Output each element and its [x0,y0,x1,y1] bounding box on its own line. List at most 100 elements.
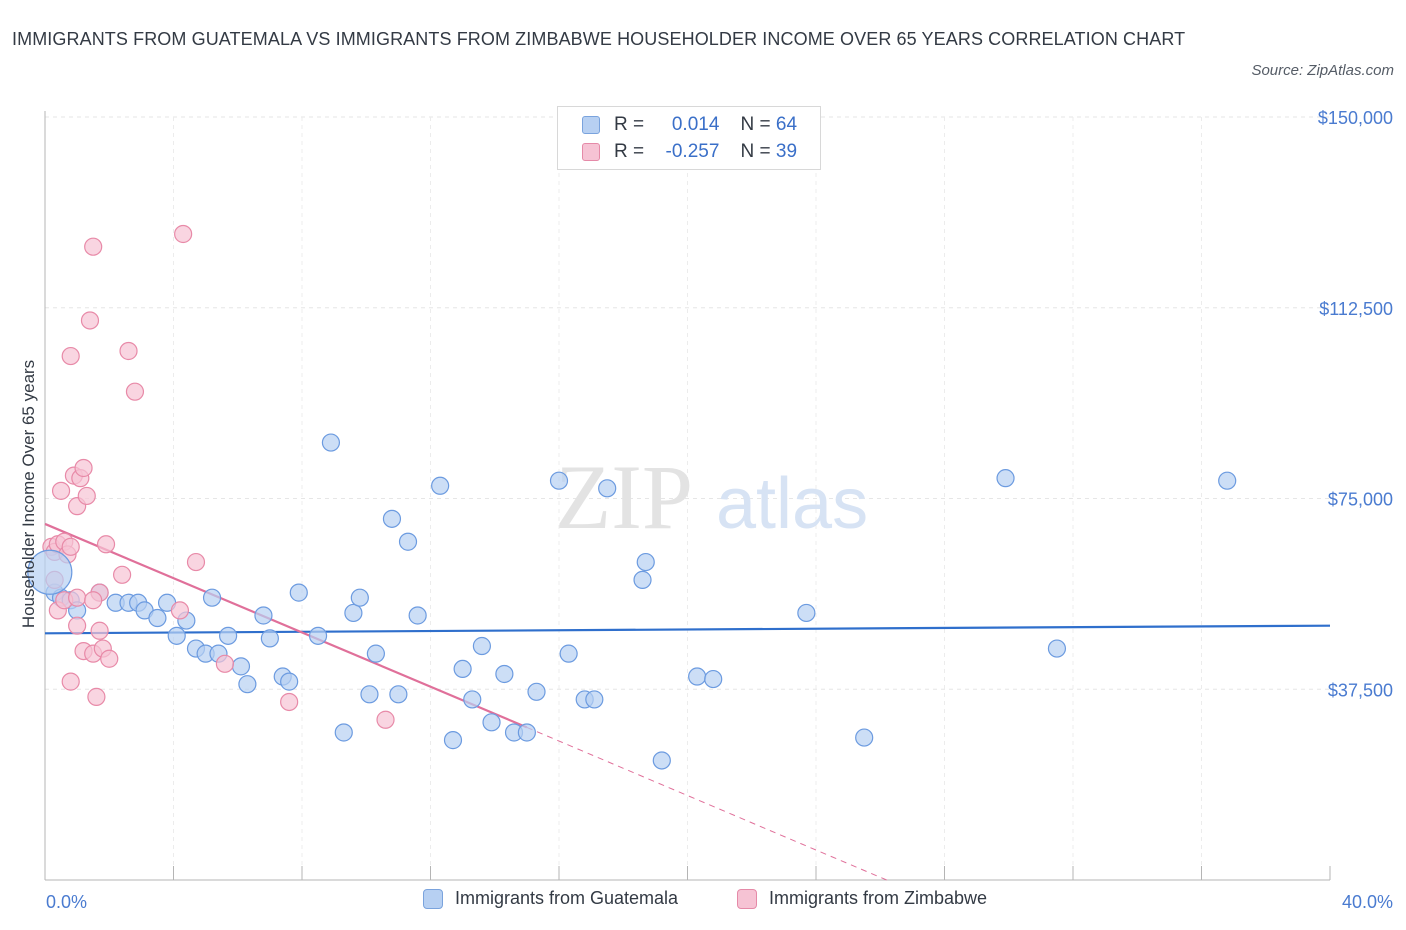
series-name-zimbabwe: Immigrants from Zimbabwe [769,888,988,908]
data-point-guatemala [598,479,617,498]
legend-swatch-zimbabwe [582,143,600,161]
trend-line-zimbabwe [44,522,528,729]
data-point-guatemala [321,433,341,452]
x-tick-label-max: 40.0% [1342,892,1393,912]
data-point-guatemala [797,603,816,623]
trend-line-extension-zimbabwe [526,726,887,881]
data-point-guatemala [289,583,308,602]
legend-n-value-zimbabwe: 39 [775,141,798,162]
data-points [27,224,1237,770]
data-point-guatemala [334,723,353,742]
data-point-guatemala [633,570,652,589]
legend-swatch-guatemala [582,116,600,134]
data-point-zimbabwe [77,486,96,506]
data-point-guatemala [254,606,273,625]
data-point-zimbabwe [376,710,395,729]
legend-r-value-guatemala: 0.014 [671,114,720,135]
data-point-guatemala [382,509,402,528]
data-point-zimbabwe [96,535,116,554]
data-point-zimbabwe [186,552,206,572]
data-point-zimbabwe [100,649,119,668]
watermark-zip: ZIP [555,446,693,548]
legend-n-label: N = [740,141,771,162]
data-point-guatemala [517,723,536,742]
trend-line-guatemala [44,624,1331,635]
data-point-zimbabwe [84,591,103,610]
y-tick-label: $112,500 [1319,299,1393,319]
data-point-zimbabwe [125,382,145,401]
legend-r-label: R = [614,114,645,135]
legend-n-label: N = [740,114,771,135]
data-point-guatemala [231,657,251,676]
legend-row-guatemala: R = 0.014 N = 64 [582,112,797,138]
data-point-guatemala [366,644,385,663]
axes [44,111,1331,881]
legend-r-value-zimbabwe: -0.257 [665,141,720,162]
data-point-guatemala [527,682,546,701]
data-point-guatemala [549,471,569,490]
data-point-guatemala [148,608,167,628]
y-tick-label: $75,000 [1328,490,1393,510]
data-point-guatemala [443,731,463,750]
data-point-guatemala [408,606,427,625]
y-tick-label: $150,000 [1318,108,1393,128]
data-point-guatemala [1047,639,1067,658]
data-point-guatemala [996,469,1015,488]
watermark-atlas: atlas [716,464,868,544]
data-point-guatemala [350,588,369,607]
data-point-guatemala [280,672,299,691]
data-point-guatemala [308,626,328,645]
data-point-guatemala [482,713,501,732]
data-point-guatemala [360,685,379,704]
y-axis-label: Householder Income Over 65 years [19,360,38,628]
data-point-zimbabwe [119,341,138,361]
data-point-zimbabwe [280,692,299,712]
trend-lines [44,522,1331,881]
data-point-zimbabwe [74,458,93,478]
data-point-guatemala [463,690,482,709]
series-swatch-zimbabwe [737,888,757,909]
y-tick-label: $37,500 [1328,680,1393,700]
series-legend-zimbabwe: Immigrants from Zimbabwe [737,888,987,909]
data-point-zimbabwe [80,311,100,330]
data-point-guatemala [238,675,257,694]
data-point-guatemala [389,685,408,704]
chart-title: IMMIGRANTS FROM GUATEMALA VS IMMIGRANTS … [12,29,1186,49]
stats-legend: R = 0.014 N = 64 R = -0.257 N = 39 [557,106,821,170]
data-point-guatemala [431,476,450,495]
data-point-zimbabwe [215,654,234,673]
legend-n-value-guatemala: 64 [775,114,798,135]
data-point-guatemala [652,751,671,770]
data-point-guatemala [559,644,578,663]
data-point-zimbabwe [61,672,80,691]
data-point-zimbabwe [174,224,193,244]
data-point-guatemala [219,626,238,645]
x-tick-label-min: 0.0% [46,892,87,912]
data-point-guatemala [260,629,279,648]
data-point-guatemala [453,659,472,679]
series-name-guatemala: Immigrants from Guatemala [455,888,679,908]
legend-r-label: R = [614,141,645,162]
data-point-zimbabwe [68,588,87,607]
data-point-zimbabwe [84,237,103,256]
data-point-zimbabwe [87,687,106,706]
series-swatch-guatemala [423,888,443,909]
data-point-guatemala [855,728,874,747]
data-point-zimbabwe [61,537,80,556]
data-point-guatemala [636,552,655,572]
data-point-zimbabwe [170,601,190,620]
data-point-zimbabwe [112,565,132,584]
data-point-guatemala [585,690,604,709]
data-point-guatemala [472,636,491,656]
data-point-guatemala [344,603,363,623]
data-point-guatemala [1218,471,1237,490]
data-point-guatemala [704,669,723,689]
data-point-guatemala [398,532,418,551]
data-point-zimbabwe [61,346,80,366]
data-point-zimbabwe [90,621,109,640]
data-point-zimbabwe [68,616,87,635]
y-tick-labels: $37,500 $75,000 $112,500 $150,000 [1318,108,1393,700]
data-point-guatemala [688,667,707,686]
watermark: ZIP atlas [555,446,868,548]
